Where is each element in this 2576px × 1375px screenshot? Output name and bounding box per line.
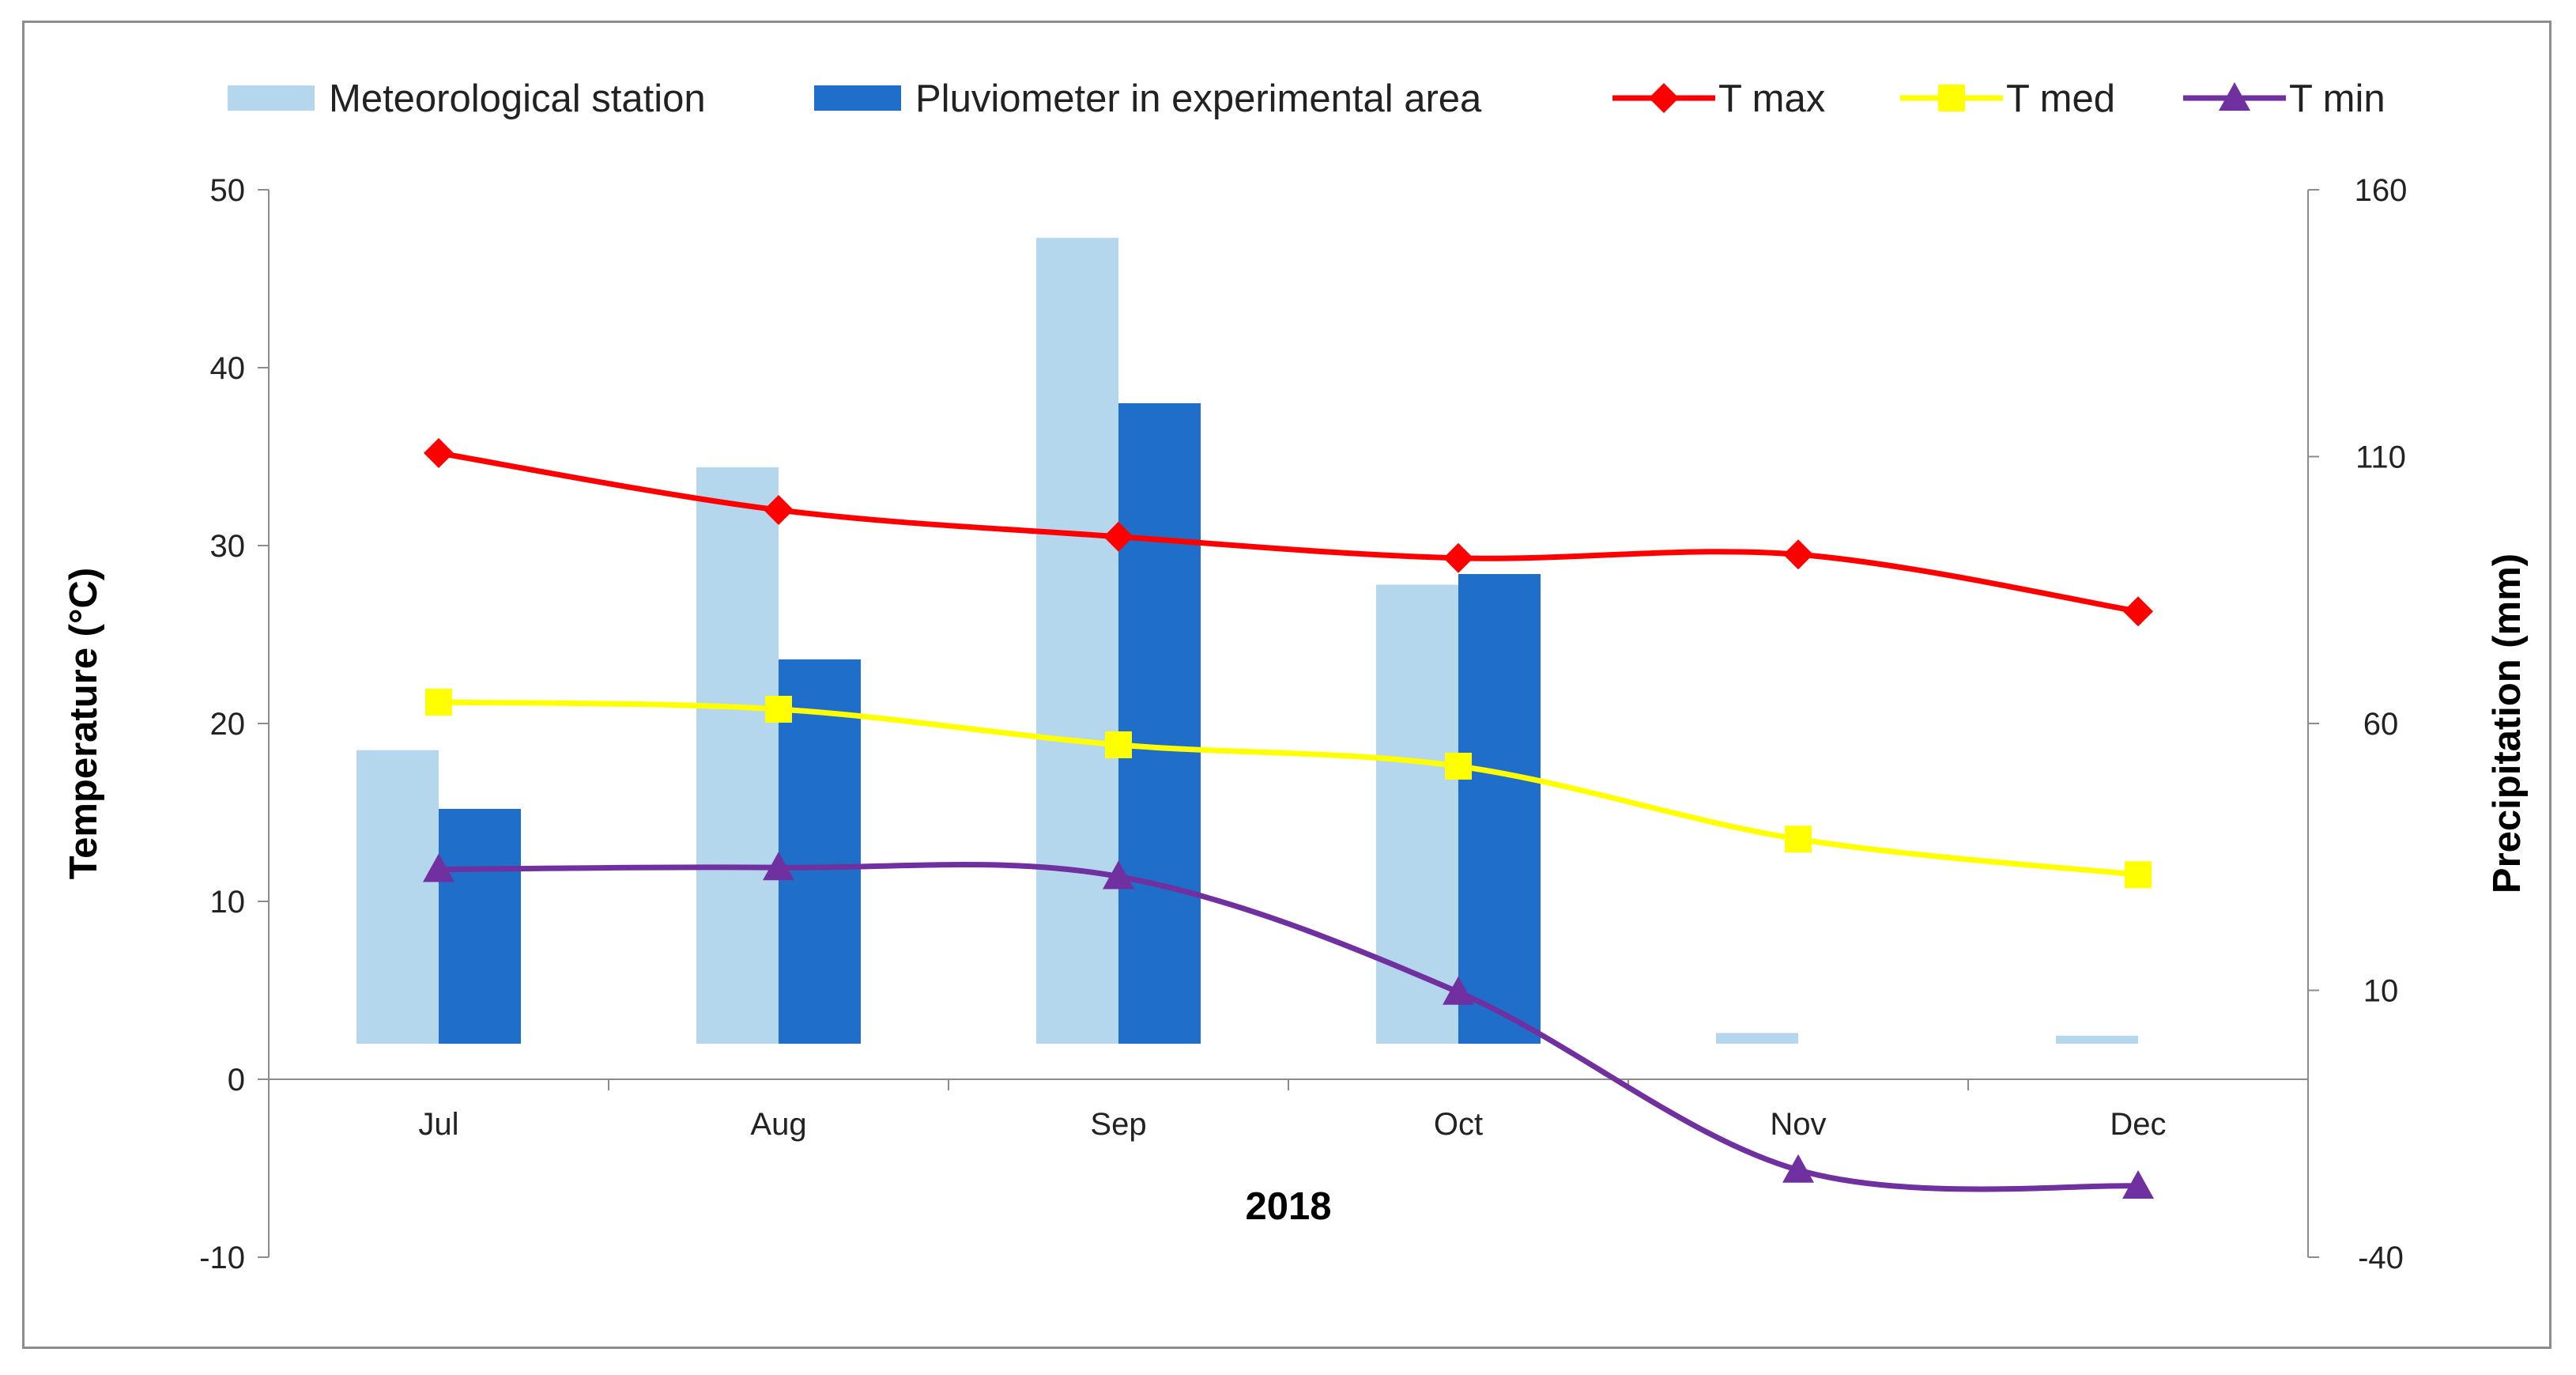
point-t-min-jul xyxy=(423,853,454,882)
y-left-tick-label: 30 xyxy=(210,529,246,564)
bar-meteorological-station-nov xyxy=(1716,1033,1798,1044)
point-t-max-aug xyxy=(764,495,794,525)
bar-pluviometer-oct xyxy=(1458,574,1541,1044)
point-t-min-dec xyxy=(2122,1170,2154,1199)
bar-pluviometer-aug xyxy=(779,659,861,1044)
bar-pluviometer-jul xyxy=(439,809,521,1044)
y-right-tick-label: 160 xyxy=(2355,173,2408,208)
x-tick-label: Dec xyxy=(2110,1107,2166,1142)
legend-label-t-max: T max xyxy=(1718,77,1825,120)
line-t-min xyxy=(438,862,2139,1192)
y-right-tick-label: 60 xyxy=(2363,707,2399,742)
point-t-min-oct xyxy=(1443,976,1474,1005)
y-right-tick-label: 110 xyxy=(2355,440,2406,475)
point-t-min-sep xyxy=(1103,860,1134,890)
x-axis-title: 2018 xyxy=(1245,1185,1331,1228)
y-axis-right-title: Precipitation (mm) xyxy=(2486,553,2529,893)
point-t-max-jul xyxy=(424,438,454,468)
legend-swatch-pluviometer xyxy=(814,85,901,111)
y-left-tick-label: 50 xyxy=(210,173,246,208)
legend-label-meteorological-station: Meteorological station xyxy=(329,77,706,120)
bar-meteorological-station-dec xyxy=(2056,1035,2138,1044)
legend-marker-t-med xyxy=(1938,85,1965,111)
x-tick-label: Oct xyxy=(1434,1107,1483,1142)
y-axis-left-title: Temperature (°C) xyxy=(62,568,105,879)
y-left-tick-label: 20 xyxy=(210,707,246,742)
point-t-med-dec xyxy=(2125,861,2152,889)
bar-meteorological-station-oct xyxy=(1376,584,1458,1044)
y-left-tick-label: 0 xyxy=(228,1063,245,1097)
point-t-min-aug xyxy=(763,852,794,881)
point-t-med-nov xyxy=(1785,825,1812,853)
point-t-max-dec xyxy=(2123,596,2153,627)
y-right-tick-label: 10 xyxy=(2363,974,2399,1009)
legend-marker-t-max xyxy=(1649,83,1679,113)
legend-label-t-min: T min xyxy=(2289,77,2386,120)
bar-meteorological-station-sep xyxy=(1036,237,1118,1044)
bar-meteorological-station-aug xyxy=(696,467,779,1044)
point-t-max-sep xyxy=(1103,521,1133,552)
point-t-med-sep xyxy=(1105,731,1132,758)
x-tick-label: Aug xyxy=(750,1107,806,1142)
y-left-tick-label: -10 xyxy=(199,1241,245,1275)
legend-label-pluviometer: Pluviometer in experimental area xyxy=(915,77,1482,120)
point-t-med-oct xyxy=(1445,753,1472,780)
chart-frame xyxy=(22,21,2551,1349)
point-t-min-nov xyxy=(1782,1154,1814,1183)
line-t-max xyxy=(438,450,2139,614)
legend-swatch-meteorological-station xyxy=(228,85,315,111)
point-t-max-oct xyxy=(1443,542,1473,573)
legend-marker-t-min xyxy=(2219,82,2250,111)
bar-meteorological-station-jul xyxy=(356,750,439,1044)
y-right-tick-label: -40 xyxy=(2358,1241,2404,1275)
point-t-med-aug xyxy=(765,696,792,723)
y-left-tick-label: 10 xyxy=(210,885,246,920)
bar-pluviometer-sep xyxy=(1118,403,1201,1044)
x-tick-label: Jul xyxy=(418,1107,458,1142)
point-t-max-nov xyxy=(1783,539,1813,570)
y-left-tick-label: 40 xyxy=(210,351,246,386)
x-tick-label: Sep xyxy=(1090,1107,1146,1142)
x-tick-label: Nov xyxy=(1770,1107,1826,1142)
legend-label-t-med: T med xyxy=(2006,77,2115,120)
point-t-med-jul xyxy=(425,689,452,716)
line-t-med xyxy=(438,699,2139,878)
